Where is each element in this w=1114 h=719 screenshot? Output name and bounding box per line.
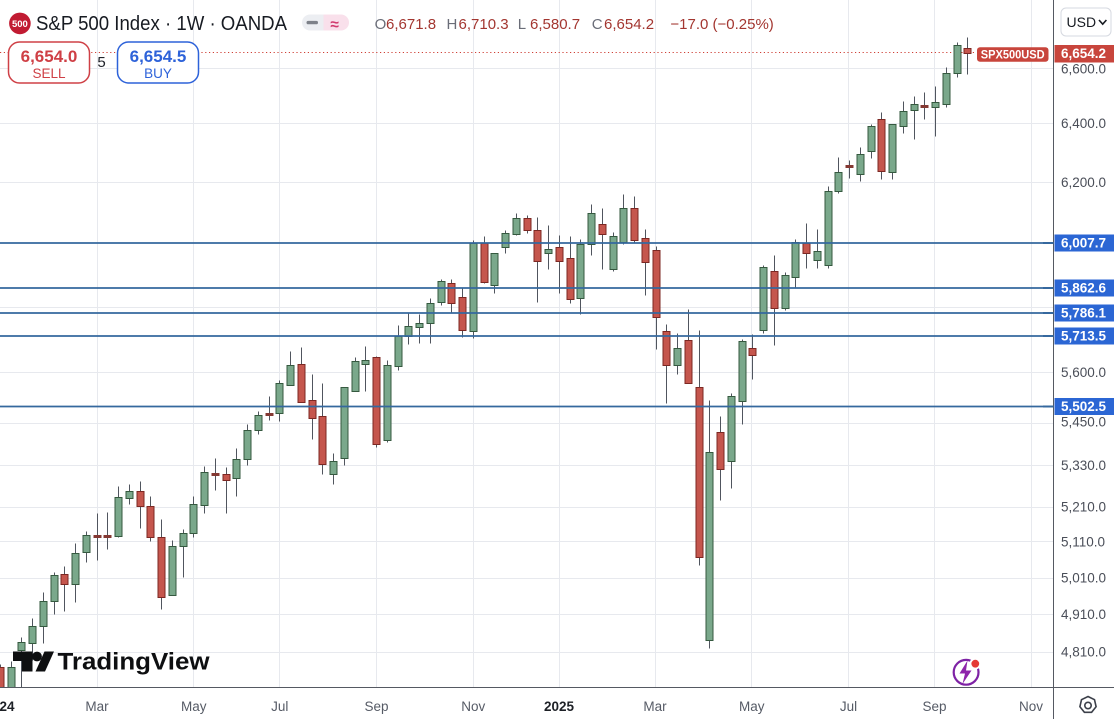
svg-text:Mar: Mar xyxy=(85,699,109,714)
svg-text:Jul: Jul xyxy=(840,699,857,714)
svg-text:6,654.5: 6,654.5 xyxy=(130,47,187,66)
svg-text:6,654.0: 6,654.0 xyxy=(21,47,78,66)
svg-text:2025: 2025 xyxy=(544,699,575,714)
svg-text:O: O xyxy=(375,16,387,33)
svg-text:5,010.0: 5,010.0 xyxy=(1061,571,1106,586)
svg-text:4,910.0: 4,910.0 xyxy=(1061,607,1106,622)
svg-text:TradingView: TradingView xyxy=(58,649,210,676)
svg-text:5,600.0: 5,600.0 xyxy=(1061,365,1106,380)
svg-text:6,671.8: 6,671.8 xyxy=(386,16,436,33)
svg-text:S&P 500 Index · 1W · OANDA: S&P 500 Index · 1W · OANDA xyxy=(36,13,288,35)
svg-text:Mar: Mar xyxy=(643,699,667,714)
svg-text:5,330.0: 5,330.0 xyxy=(1061,458,1106,473)
svg-text:5,786.1: 5,786.1 xyxy=(1061,306,1107,321)
svg-text:H: H xyxy=(447,16,458,33)
svg-text:5,450.0: 5,450.0 xyxy=(1061,415,1106,430)
svg-text:5,713.5: 5,713.5 xyxy=(1061,329,1107,344)
svg-text:C: C xyxy=(592,16,603,33)
svg-text:Nov: Nov xyxy=(1019,699,1043,714)
svg-text:6,654.2: 6,654.2 xyxy=(604,16,654,33)
svg-text:4,810.0: 4,810.0 xyxy=(1061,645,1106,660)
svg-text:5,502.5: 5,502.5 xyxy=(1061,399,1107,414)
svg-text:5,210.0: 5,210.0 xyxy=(1061,500,1106,515)
svg-text:6,710.3: 6,710.3 xyxy=(459,16,509,33)
svg-text:Sep: Sep xyxy=(364,699,388,714)
svg-text:6,580.7: 6,580.7 xyxy=(530,16,580,33)
svg-text:500: 500 xyxy=(12,19,28,30)
svg-text:May: May xyxy=(739,699,765,714)
svg-text:6,600.0: 6,600.0 xyxy=(1061,61,1106,76)
svg-text:5,862.6: 5,862.6 xyxy=(1061,281,1107,296)
svg-text:L: L xyxy=(518,16,526,33)
svg-text:May: May xyxy=(181,699,207,714)
svg-text:Nov: Nov xyxy=(461,699,485,714)
svg-text:5: 5 xyxy=(97,54,105,71)
svg-text:≈: ≈ xyxy=(330,16,339,33)
svg-text:BUY: BUY xyxy=(144,66,172,81)
svg-text:SELL: SELL xyxy=(32,66,66,81)
svg-text:5,110.0: 5,110.0 xyxy=(1061,535,1105,550)
svg-text:USD: USD xyxy=(1067,14,1097,30)
svg-text:6,400.0: 6,400.0 xyxy=(1061,116,1106,131)
svg-text:Sep: Sep xyxy=(922,699,946,714)
svg-text:Jul: Jul xyxy=(271,699,288,714)
svg-text:6,007.7: 6,007.7 xyxy=(1061,236,1106,251)
svg-text:6,654.2: 6,654.2 xyxy=(1061,46,1106,61)
svg-text:SPX500USD: SPX500USD xyxy=(981,48,1045,62)
svg-text:−17.0 (−0.25%): −17.0 (−0.25%) xyxy=(670,16,773,33)
svg-text:24: 24 xyxy=(0,699,15,714)
svg-text:6,200.0: 6,200.0 xyxy=(1061,175,1106,190)
